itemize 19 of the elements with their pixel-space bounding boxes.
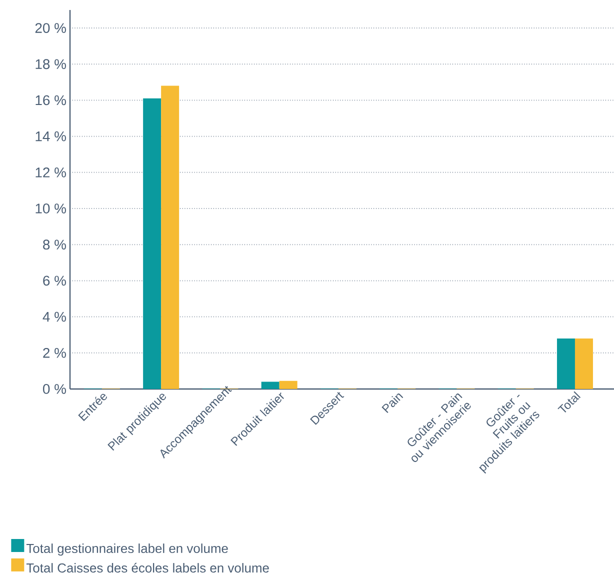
y-tick-label: 10 %: [36, 204, 66, 214]
x-tick-label: Pain: [382, 394, 404, 414]
bar: [556, 338, 575, 389]
y-tick-label: 0 %: [43, 384, 66, 394]
bar: [143, 98, 162, 389]
bar: [574, 338, 593, 389]
y-tick-label: 20 %: [35, 23, 66, 33]
y-tick-label: 8 %: [43, 240, 66, 250]
y-tick-label: 4 %: [42, 312, 66, 322]
bar: [261, 382, 280, 389]
y-tick-label: 14 %: [36, 131, 66, 142]
y-tick-label: 2 %: [43, 348, 66, 358]
bar: [279, 380, 298, 389]
y-tick-label: 18 %: [36, 59, 66, 70]
y-tick-label: 12 %: [36, 167, 66, 178]
y-tick-label: 6 %: [43, 276, 66, 286]
y-tick-label: 16 %: [36, 95, 66, 106]
legend-label: Total gestionnaires label en volume: [26, 544, 228, 556]
legend-label: Total Caisses des écoles labels en volume: [26, 562, 269, 573]
